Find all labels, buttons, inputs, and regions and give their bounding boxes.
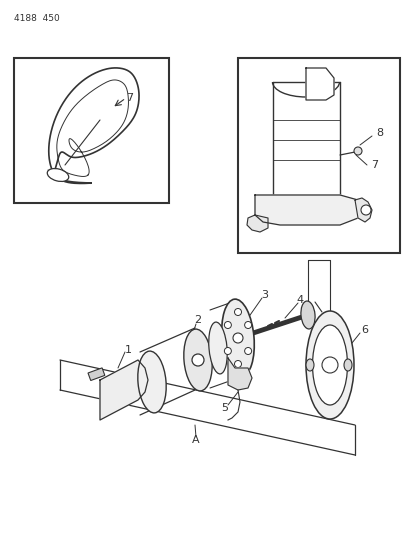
- Circle shape: [224, 321, 231, 328]
- Text: 1: 1: [124, 345, 131, 355]
- Text: 4188  450: 4188 450: [14, 14, 60, 23]
- Circle shape: [234, 309, 241, 316]
- Bar: [88, 368, 105, 381]
- Text: 2: 2: [194, 315, 201, 325]
- Polygon shape: [227, 358, 252, 390]
- Bar: [14, 58, 169, 203]
- Polygon shape: [354, 198, 371, 222]
- Polygon shape: [246, 215, 267, 232]
- Circle shape: [244, 348, 251, 354]
- Ellipse shape: [343, 359, 351, 371]
- Ellipse shape: [221, 299, 254, 377]
- Text: 7: 7: [126, 93, 133, 103]
- Polygon shape: [305, 68, 333, 100]
- Polygon shape: [254, 195, 359, 225]
- Ellipse shape: [137, 351, 166, 413]
- Circle shape: [232, 333, 243, 343]
- Circle shape: [234, 360, 241, 367]
- Ellipse shape: [305, 359, 313, 371]
- Text: 7: 7: [371, 160, 378, 170]
- Bar: [237, 58, 399, 253]
- Circle shape: [321, 357, 337, 373]
- Ellipse shape: [312, 325, 347, 405]
- Text: 5: 5: [221, 403, 228, 413]
- Ellipse shape: [183, 329, 212, 391]
- Ellipse shape: [300, 301, 314, 329]
- Polygon shape: [100, 360, 148, 420]
- Text: 8: 8: [375, 128, 383, 138]
- Ellipse shape: [208, 322, 227, 374]
- Ellipse shape: [47, 168, 69, 181]
- Text: A: A: [192, 435, 199, 445]
- Circle shape: [360, 205, 370, 215]
- Circle shape: [224, 348, 231, 354]
- Circle shape: [244, 321, 251, 328]
- Text: 3: 3: [261, 290, 268, 300]
- Text: 6: 6: [361, 325, 368, 335]
- Text: 4: 4: [296, 295, 303, 305]
- Circle shape: [353, 147, 361, 155]
- Circle shape: [191, 354, 204, 366]
- Ellipse shape: [305, 311, 353, 419]
